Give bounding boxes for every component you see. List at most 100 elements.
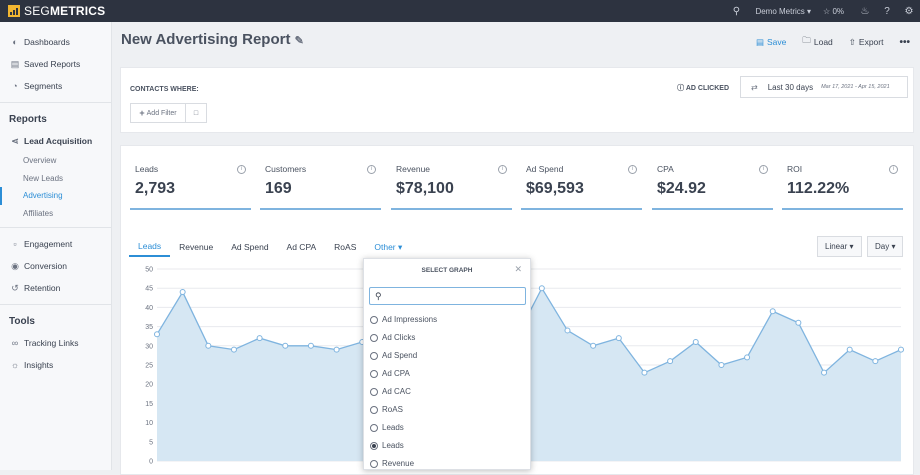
save-button[interactable]: ▤ Save (755, 36, 787, 48)
retention-icon: ↺ (11, 282, 19, 293)
data-point (872, 358, 879, 365)
tab-leads[interactable]: Leads (129, 237, 171, 257)
radio-icon (370, 441, 378, 450)
kpi-ad-spend[interactable]: Ad Spend $69,593 i (521, 158, 642, 210)
share-icon: ⋖ (11, 135, 19, 146)
ad-clicked-label[interactable]: ⓘ AD CLICKED (677, 85, 729, 92)
main-content: New Advertising Report ✎ ▤ Save 🗀 Load ⇧ Ex… (112, 22, 920, 475)
pie-icon: ◔ (12, 81, 18, 91)
data-point (282, 342, 289, 349)
sidebar-item-retention[interactable]: ↺ Retention (0, 277, 111, 299)
brand-suffix: METRICS (49, 4, 106, 18)
sidebar-item-insights[interactable]: ☼ Insights (10, 360, 54, 370)
interval-select[interactable]: Day ▾ (867, 236, 904, 257)
tab-roas[interactable]: RoAS (334, 242, 357, 252)
bell-icon[interactable]: ♨ (860, 5, 870, 17)
data-point (821, 369, 828, 376)
graph-option-ad-cpa[interactable]: Ad CPA (370, 369, 410, 378)
graph-option-ad-clicks[interactable]: Ad Clicks (370, 333, 415, 342)
sidebar-sub-new-leads[interactable]: New Leads (23, 173, 64, 183)
radio-icon (370, 315, 378, 324)
graph-option-label: Ad Impressions (382, 315, 438, 324)
date-range-picker[interactable]: ⇄ Last 30 days Mar 17, 2021 - Apr 15, 20… (740, 76, 908, 98)
data-point (256, 335, 263, 342)
tab-ad-cpa[interactable]: Ad CPA (286, 242, 317, 252)
graph-option-roas[interactable]: RoAS (370, 405, 403, 414)
settings-gear-icon[interactable]: ⚙ (904, 5, 914, 17)
graph-option-ad-cac[interactable]: Ad CAC (370, 387, 411, 396)
trophy-icon[interactable]: ☆ 0% (823, 6, 844, 16)
sidebar: ◐ Dashboards ▤ Saved Reports ◔ Segments Rep… (0, 22, 112, 470)
radio-icon (370, 333, 378, 342)
sidebar-item-saved-reports[interactable]: ▤ Saved Reports (10, 58, 81, 70)
info-icon: i (759, 165, 768, 174)
help-icon[interactable]: ? (884, 5, 890, 17)
sidebar-item-conversion[interactable]: ◉ Conversion (0, 255, 111, 277)
kpi-cpa[interactable]: CPA $24.92 i (652, 158, 773, 210)
link-icon: ∞ (11, 338, 19, 348)
data-point (564, 327, 571, 334)
graph-option-label: RoAS (382, 405, 403, 414)
more-options-icon[interactable]: ••• (899, 36, 910, 48)
logo-mark-icon (8, 5, 20, 17)
data-point (898, 346, 904, 353)
dropdown-title: SELECT GRAPH (421, 267, 473, 274)
close-icon[interactable]: ✕ (514, 264, 522, 274)
graph-option-label: Ad Spend (382, 351, 418, 360)
sidebar-item-lead-acquisition[interactable]: ⋖ Lead Acquisition (0, 130, 111, 152)
sidebar-sub-affiliates[interactable]: Affiliates (23, 208, 54, 218)
export-button[interactable]: ⇧ Export (848, 36, 884, 48)
add-filter-button[interactable]: + Add Filter (131, 104, 186, 122)
data-point (718, 362, 725, 368)
data-point (179, 289, 186, 296)
data-point (205, 342, 212, 349)
add-filter-group: + Add Filter □ (130, 103, 207, 123)
scale-select[interactable]: Linear ▾ (817, 236, 862, 257)
brand-logo[interactable]: SEG METRICS (8, 4, 105, 18)
kpi-leads[interactable]: Leads 2,793 i (130, 158, 251, 210)
data-point (590, 342, 597, 349)
bookmark-icon[interactable]: □ (193, 109, 199, 117)
tab-ad-spend[interactable]: Ad Spend (231, 242, 269, 252)
radio-icon (370, 369, 378, 378)
export-icon: ⇧ (848, 36, 856, 47)
swap-icon: ⇄ (751, 82, 758, 92)
edit-pencil-icon[interactable]: ✎ (294, 35, 304, 47)
graph-option-leads[interactable]: Leads (370, 441, 404, 450)
kpi-roi[interactable]: ROI 112.22% i (782, 158, 903, 210)
info-icon: i (889, 165, 898, 174)
data-point (538, 285, 545, 292)
graph-option-label: Revenue (382, 459, 415, 468)
trophy-value: 0% (832, 6, 844, 16)
graph-search-input[interactable]: ⚲ (369, 287, 526, 305)
y-tick-label: 25 (145, 363, 153, 370)
graph-option-ad-spend[interactable]: Ad Spend (370, 351, 417, 360)
search-icon[interactable]: ⚲ (732, 5, 741, 17)
account-menu[interactable]: Demo Metrics ▾ (755, 6, 812, 16)
load-button[interactable]: 🗀 Load (802, 35, 833, 47)
tab-revenue[interactable]: Revenue (179, 242, 214, 252)
tab-other[interactable]: Other ▾ (374, 241, 403, 253)
save-icon: ▤ (755, 36, 764, 47)
graph-option-leads[interactable]: Leads (370, 423, 404, 432)
contacts-where-label: CONTACTS WHERE: (130, 86, 199, 93)
graph-option-revenue[interactable]: Revenue (370, 459, 414, 468)
graph-option-ad-impressions[interactable]: Ad Impressions (370, 315, 437, 324)
graph-option-label: Ad Clicks (382, 333, 416, 342)
sidebar-item-dashboards[interactable]: ◐ Dashboards (0, 31, 111, 53)
data-point (846, 346, 853, 353)
sidebar-item-segments[interactable]: ◔ Segments (0, 75, 111, 97)
data-point (333, 346, 340, 353)
sidebar-item-engagement[interactable]: ▫ Engagement (0, 233, 111, 255)
sidebar-sub-overview[interactable]: Overview (23, 156, 57, 166)
info-icon: i (498, 165, 507, 174)
date-range-dates: Mar 17, 2021 - Apr 15, 2021 (821, 84, 890, 90)
kpi-revenue[interactable]: Revenue $78,100 i (391, 158, 512, 210)
sidebar-item-tracking-links[interactable]: ∞ Tracking Links (0, 332, 111, 354)
data-point (667, 358, 674, 365)
sidebar-sub-advertising[interactable]: Advertising (0, 187, 111, 205)
tools-heading: Tools (9, 315, 35, 327)
data-point (744, 354, 751, 361)
y-tick-label: 5 (149, 439, 153, 446)
kpi-customers[interactable]: Customers 169 i (260, 158, 381, 210)
